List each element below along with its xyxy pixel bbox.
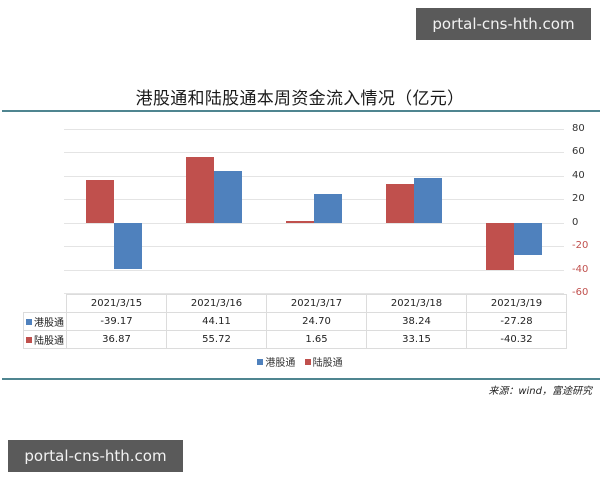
bar-hk <box>514 222 542 255</box>
bar-lu <box>86 179 114 223</box>
y-tick-label: -40 <box>572 263 589 275</box>
y-tick-label: 40 <box>572 169 585 181</box>
table-cell: 1.65 <box>266 330 367 349</box>
table-header: 2021/3/19 <box>466 294 567 313</box>
gridline <box>64 152 564 154</box>
table-cell: 36.87 <box>66 330 167 349</box>
bar-lu <box>386 183 414 223</box>
title-divider <box>2 110 600 112</box>
row-label: 港股通 <box>34 318 64 329</box>
table-row: 陆股通 36.87 55.72 1.65 33.15 -40.32 <box>23 330 567 349</box>
y-tick-label: 80 <box>572 123 585 134</box>
hk-swatch-icon <box>26 319 32 325</box>
data-table: 2021/3/15 2021/3/16 2021/3/17 2021/3/18 … <box>23 294 567 349</box>
bar-hk <box>314 193 342 223</box>
legend-item-lu: 陆股通 <box>304 354 343 369</box>
chart-title: 港股通和陆股通本周资金流入情况（亿元） <box>135 89 465 109</box>
table-header: 2021/3/16 <box>166 294 267 313</box>
hk-swatch-icon <box>257 359 264 365</box>
watermark-top: portal-cns-hth.com <box>416 8 591 40</box>
table-cell: -40.32 <box>466 330 567 349</box>
table-cell: 38.24 <box>366 312 467 331</box>
table-cell: 24.70 <box>266 312 367 331</box>
bar-lu <box>186 157 214 223</box>
table-header: 2021/3/18 <box>366 294 467 313</box>
table-cell: 44.11 <box>166 312 267 331</box>
table-cell: -27.28 <box>466 312 567 331</box>
lu-swatch-icon <box>304 359 311 365</box>
plot-area <box>64 129 564 294</box>
table-header: 2021/3/15 <box>66 294 167 313</box>
bar-hk <box>414 177 442 223</box>
y-tick-label: -60 <box>572 287 589 298</box>
watermark-bottom: portal-cns-hth.com <box>8 440 183 472</box>
row-label: 陆股通 <box>34 336 64 347</box>
table-header: 2021/3/17 <box>266 294 367 313</box>
gridline <box>64 175 564 177</box>
bar-hk <box>114 222 142 269</box>
table-header-row: 2021/3/15 2021/3/16 2021/3/17 2021/3/18 … <box>23 294 567 313</box>
gridline <box>64 129 564 130</box>
bar-lu <box>486 222 514 270</box>
table-cell: 55.72 <box>166 330 267 349</box>
y-tick-label: 0 <box>572 216 579 228</box>
table-cell: 33.15 <box>366 330 467 349</box>
gridline <box>64 246 564 248</box>
chart-legend: 港股通 陆股通 <box>0 354 600 369</box>
source-note: 来源：wind，富途研究 <box>488 386 592 397</box>
lu-swatch-icon <box>26 337 32 343</box>
y-tick-label: 20 <box>572 193 585 205</box>
y-tick-label: -20 <box>572 240 589 252</box>
gridline <box>64 269 564 271</box>
table-cell: -39.17 <box>66 312 167 331</box>
gridline <box>64 222 564 224</box>
y-tick-label: 60 <box>572 146 585 158</box>
table-row: 港股通 -39.17 44.11 24.70 38.24 -27.28 <box>23 312 567 331</box>
legend-item-hk: 港股通 <box>257 354 295 369</box>
bottom-divider <box>2 378 600 380</box>
bar-hk <box>214 171 242 223</box>
bar-lu <box>286 220 314 223</box>
gridline <box>64 293 564 294</box>
